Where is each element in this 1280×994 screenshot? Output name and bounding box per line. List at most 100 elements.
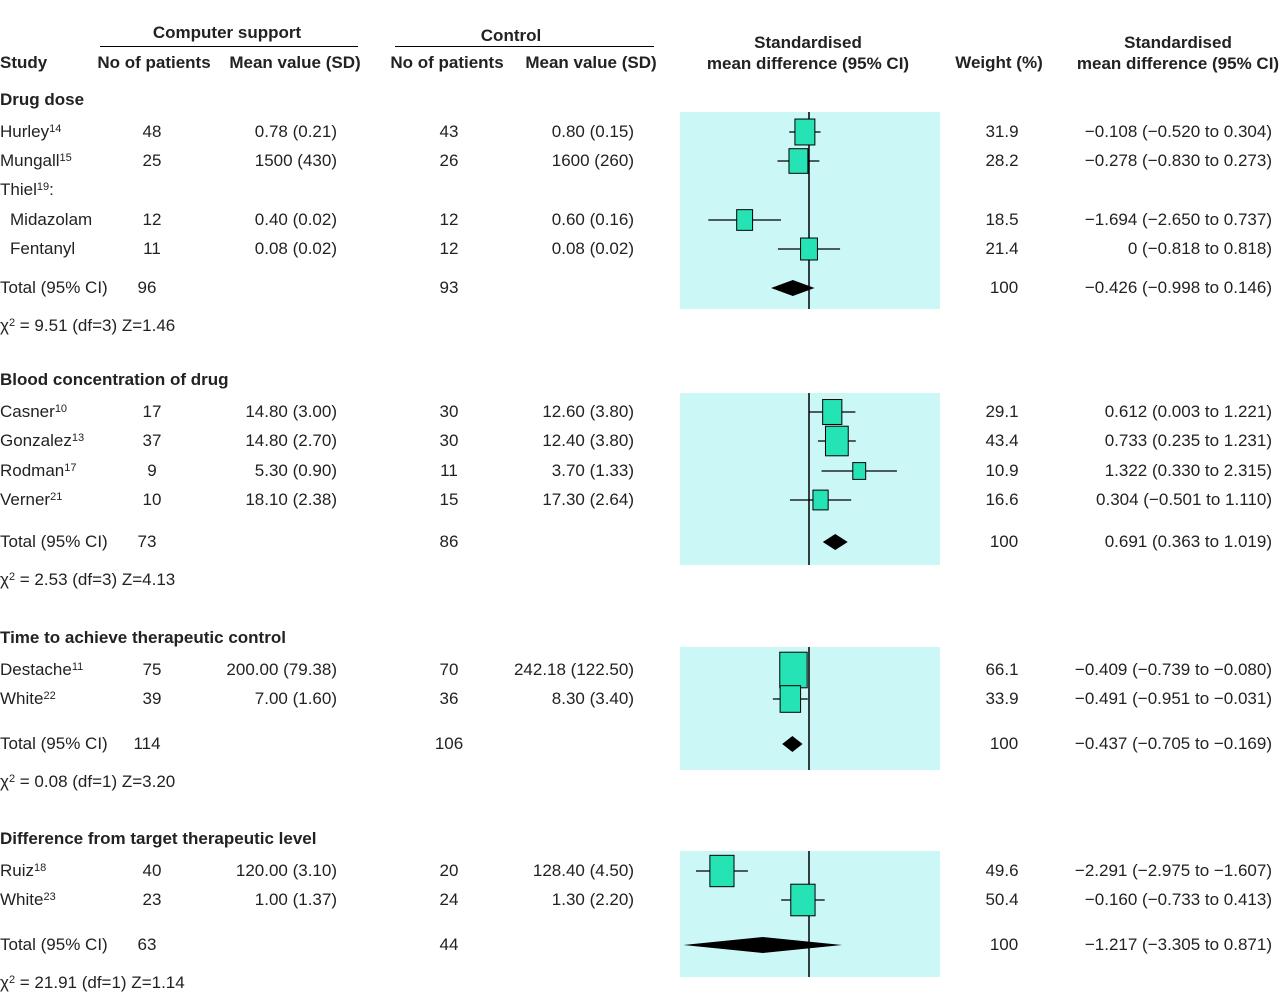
cs-patients-cell: 75	[142, 660, 162, 679]
total-cs-patients: 96	[137, 278, 157, 297]
ci-text-cell: 0.612 (0.003 to 1.221)	[1104, 402, 1272, 421]
total-ci-text: −0.437 (−0.705 to −0.169)	[1074, 734, 1272, 753]
control-rule	[395, 46, 654, 47]
study-estimate-marker	[779, 685, 802, 713]
ct-patients-cell: 30	[439, 431, 459, 450]
cs-mean-cell: 18.10 (2.38)	[245, 490, 337, 509]
ct-mean-cell: 12.40 (3.80)	[542, 431, 634, 450]
smd-header-line1: Standardised	[1124, 33, 1232, 52]
chi-exponent: 2	[8, 773, 16, 785]
study-estimate-marker	[790, 883, 816, 917]
heterogeneity-statistic: χ2 = 0.08 (df=1) Z=3.20	[0, 772, 175, 792]
study-estimate-marker	[812, 489, 829, 511]
total-cs-patients: 73	[137, 532, 157, 551]
cs-patients-cell: 48	[142, 122, 162, 141]
reference-number: 11	[71, 661, 84, 673]
study-estimate-marker	[824, 425, 849, 457]
ct-mean-cell: 12.60 (3.80)	[542, 402, 634, 421]
study-estimate-marker	[788, 148, 809, 174]
group-title: Blood concentration of drug	[0, 370, 229, 389]
chi-exponent: 2	[8, 571, 16, 583]
total-label: Total (95% CI)	[0, 278, 108, 297]
cs-patients-cell: 40	[142, 861, 162, 880]
reference-number: 18	[34, 862, 47, 874]
ct-mean-cell: 0.80 (0.15)	[551, 122, 634, 141]
pooled-estimate-diamond	[782, 736, 803, 752]
group-title: Difference from target therapeutic level	[0, 829, 317, 848]
plot-panel	[680, 393, 940, 565]
ct-mean-cell: 0.60 (0.16)	[551, 210, 634, 229]
total-weight: 100	[989, 278, 1019, 297]
ct-mean-cell: 242.18 (122.50)	[513, 660, 634, 679]
heterogeneity-statistic: χ2 = 9.51 (df=3) Z=1.46	[0, 316, 175, 336]
weight-cell: 28.2	[985, 151, 1019, 170]
weight-cell: 43.4	[985, 431, 1019, 450]
total-cs-patients: 63	[137, 935, 157, 954]
weight-cell: 10.9	[985, 461, 1019, 480]
reference-number: 19	[36, 181, 50, 193]
study-name: Rodman17	[0, 461, 77, 481]
study-name-text: Casner	[0, 402, 55, 421]
cs-mean-cell: 120.00 (3.10)	[235, 861, 337, 880]
study-name-text: White	[0, 890, 44, 909]
plot-header-line1: Standardised	[754, 33, 862, 52]
cs-patients-cell: 39	[142, 689, 162, 708]
study-name-text: Midazolam	[10, 210, 93, 229]
ci-text-cell: −1.694 (−2.650 to 0.737)	[1084, 210, 1272, 229]
ct-patients-cell: 36	[439, 689, 459, 708]
study-estimate-marker	[736, 209, 754, 231]
study-name-text: Rodman	[0, 461, 65, 480]
study-name: Midazolam	[10, 210, 92, 230]
study-name-text: White	[0, 689, 44, 708]
reference-number: 21	[50, 491, 63, 503]
total-weight: 100	[989, 532, 1019, 551]
study-name: White22	[0, 689, 56, 709]
cs-mean-cell: 14.80 (2.70)	[245, 431, 337, 450]
total-label: Total (95% CI)	[0, 532, 108, 551]
chi-symbol: χ	[0, 772, 9, 791]
cs-mean-cell: 200.00 (79.38)	[226, 660, 337, 679]
cs-mean-cell: 1500 (430)	[254, 151, 337, 170]
ct-patients-cell: 24	[439, 890, 459, 909]
ct-patients-cell: 15	[439, 490, 459, 509]
weight-cell: 33.9	[985, 689, 1019, 708]
ct-patients-cell: 11	[440, 461, 458, 480]
weight-cell: 21.4	[985, 239, 1019, 258]
ct-mean-cell: 3.70 (1.33)	[551, 461, 634, 480]
ci-text-cell: −2.291 (−2.975 to −1.607)	[1074, 861, 1272, 880]
weight-cell: 18.5	[985, 210, 1019, 229]
ci-text-cell: −0.108 (−0.520 to 0.304)	[1084, 122, 1272, 141]
cs-patients-cell: 17	[142, 402, 162, 421]
total-ct-patients: 44	[439, 935, 459, 954]
pooled-estimate-diamond	[771, 280, 815, 296]
weight-cell: 50.4	[985, 890, 1019, 909]
ct-patients-cell: 70	[439, 660, 459, 679]
cs-mean-cell: 0.78 (0.21)	[254, 122, 337, 141]
ct-patients-cell: 12	[439, 239, 459, 258]
group-title: Drug dose	[0, 90, 85, 109]
ct-mean-cell: 1600 (260)	[551, 151, 634, 170]
study-name-text: Verner	[0, 490, 51, 509]
study-column-header: Study	[0, 53, 48, 72]
reference-number: 14	[49, 123, 62, 135]
group-title: Time to achieve therapeutic control	[0, 628, 286, 647]
weight-cell: 16.6	[985, 490, 1019, 509]
cs-patients-cell: 9	[147, 461, 157, 480]
study-estimate-marker	[779, 651, 808, 689]
study-estimate-marker	[852, 462, 867, 480]
chi-symbol: χ	[0, 973, 9, 992]
study-name: Hurley14	[0, 122, 61, 142]
reference-number: 17	[64, 462, 77, 474]
cs-mean-header: Mean value (SD)	[229, 53, 361, 72]
control-header: Control	[480, 26, 542, 45]
weight-header: Weight (%)	[955, 53, 1043, 72]
plot-panel	[680, 647, 940, 770]
plot-header-line2: mean difference (95% CI)	[706, 54, 910, 73]
study-name: White23	[0, 890, 56, 910]
study-name: Verner21	[0, 490, 62, 510]
ci-text-cell: −0.409 (−0.739 to −0.080)	[1074, 660, 1272, 679]
cs-patients-header: No of patients	[97, 53, 211, 72]
ci-text-cell: −0.278 (−0.830 to 0.273)	[1084, 151, 1272, 170]
study-name-text: Hurley	[0, 122, 50, 141]
total-ci-text: 0.691 (0.363 to 1.019)	[1104, 532, 1272, 551]
